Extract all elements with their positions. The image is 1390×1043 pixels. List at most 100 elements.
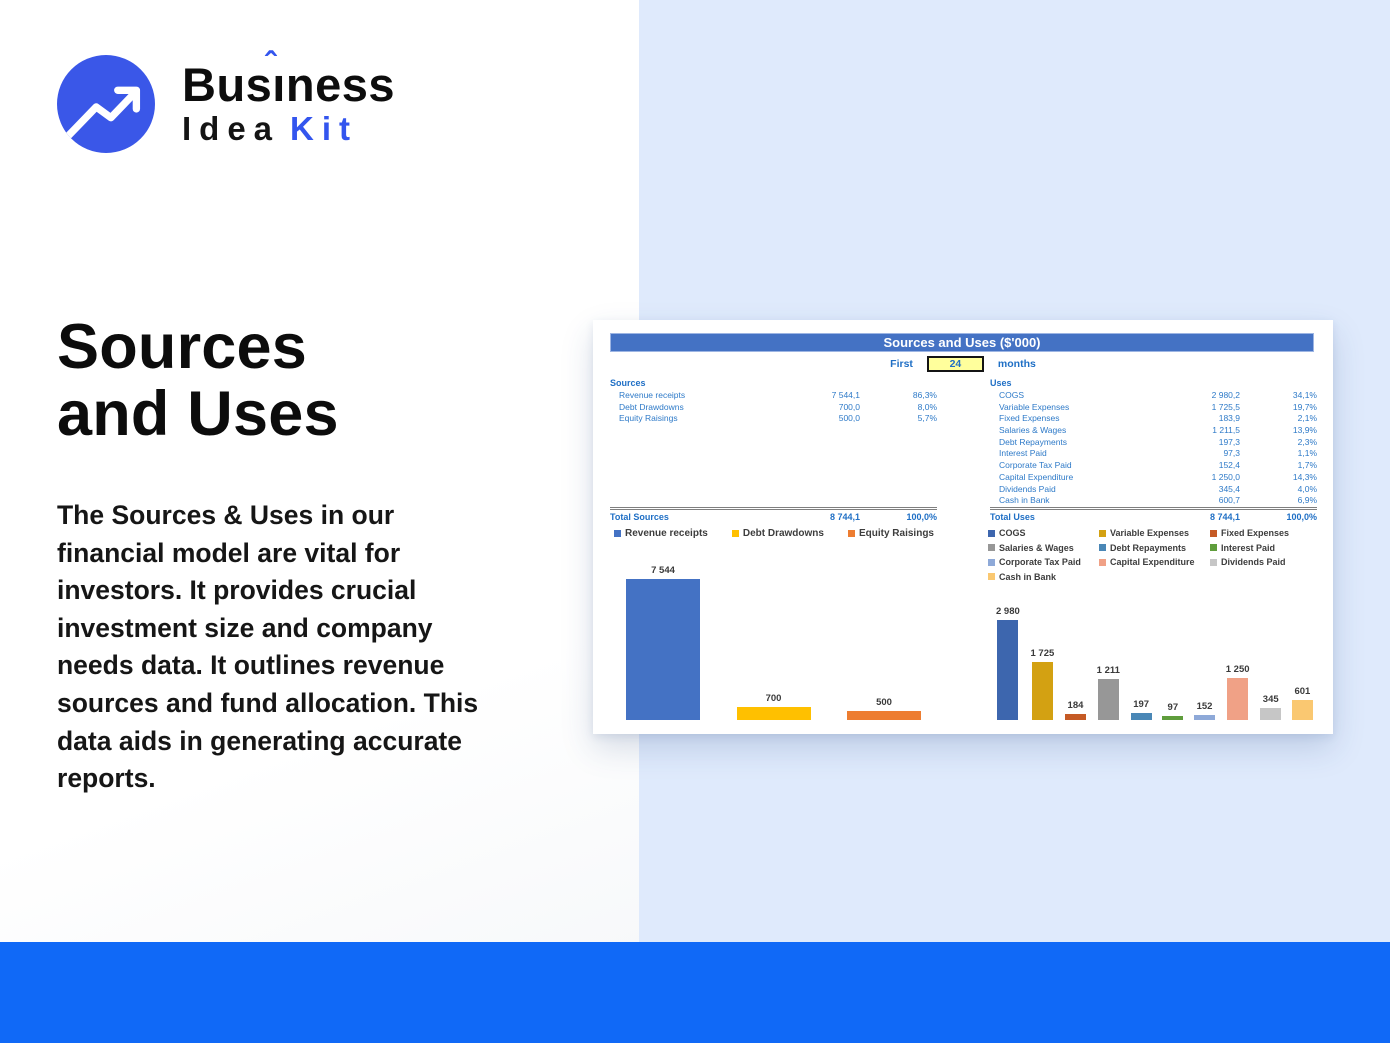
total-label: Total Sources xyxy=(610,512,669,522)
bar-value-label: 601 xyxy=(1294,686,1311,697)
row-pct: 1,7% xyxy=(1297,460,1317,471)
bar-item: 601 xyxy=(1291,686,1313,720)
bar-item: 97 xyxy=(1162,702,1184,720)
legend-swatch-icon xyxy=(1210,544,1217,551)
period-label-after: months xyxy=(997,358,1036,370)
row-label: Salaries & Wages xyxy=(999,425,1067,436)
bar-item: 1 250 xyxy=(1226,664,1250,720)
uses-table: Uses COGS 2 980,2 34,1% Variable Expenses 1 … xyxy=(990,377,1317,522)
bar-item: 500 xyxy=(847,697,921,720)
legend-swatch-icon xyxy=(1210,558,1217,566)
sources-table-total: Total Sources 8 744,1 100,0% xyxy=(610,507,937,522)
total-value: 8 744,1 xyxy=(1209,512,1240,522)
table-row: Revenue receipts 7 544,1 86,3% xyxy=(610,390,937,402)
bar xyxy=(1291,700,1313,720)
bar-value-label: 700 xyxy=(765,693,782,704)
legend-item: Equity Raisings xyxy=(847,528,934,539)
row-value: 7 544,1 xyxy=(831,390,860,400)
total-value: 8 744,1 xyxy=(829,512,860,522)
bar-item: 197 xyxy=(1130,699,1152,720)
row-label: Equity Raisings xyxy=(619,413,678,424)
legend-swatch-icon xyxy=(614,530,622,537)
legend-label: Salaries & Wages xyxy=(999,542,1074,553)
row-label: Capital Expenditure xyxy=(999,471,1074,482)
brand-line2: Idea Kit xyxy=(182,109,359,147)
logo-wordmark: Busı ˆ ness Idea Kit xyxy=(182,46,395,148)
row-pct: 14,3% xyxy=(1292,471,1317,482)
bar-value-label: 1 725 xyxy=(1030,648,1055,659)
legend-swatch-icon xyxy=(988,529,995,537)
table-row: Interest Paid 97,3 1,1% xyxy=(990,448,1317,460)
legend-label: Fixed Expenses xyxy=(1221,528,1290,538)
bar-value-label: 500 xyxy=(876,697,892,708)
bar-value-label: 7 544 xyxy=(651,565,675,576)
bar xyxy=(1162,716,1184,720)
bar-item: 184 xyxy=(1064,700,1086,720)
legend-swatch-icon xyxy=(988,558,995,566)
legend-label: COGS xyxy=(999,528,1026,538)
footer-bar xyxy=(0,942,1390,1043)
row-pct: 19,7% xyxy=(1292,401,1317,412)
bar-value-label: 2 980 xyxy=(996,606,1020,617)
uses-chart-plot: 2 980 1 725 184 1 211 197 97 152 1 250 345 601 xyxy=(988,606,1318,720)
row-value: 600,7 xyxy=(1218,495,1240,506)
logo-circle xyxy=(57,55,155,153)
bar-value-label: 197 xyxy=(1133,699,1150,710)
row-value: 1 211,5 xyxy=(1212,425,1240,436)
sources-bar-chart: Revenue receipts Debt Drawdowns Equity Rai… xyxy=(614,528,934,720)
row-value: 183,9 xyxy=(1218,413,1240,424)
legend-label: Interest Paid xyxy=(1221,542,1276,553)
legend-item: Debt Repayments xyxy=(1099,543,1210,553)
legend-item: Revenue receipts xyxy=(614,528,708,539)
row-label: Variable Expenses xyxy=(999,401,1070,412)
brand-logo[interactable]: Busı ˆ ness Idea Kit xyxy=(57,46,395,153)
bar-item: 1 725 xyxy=(1030,648,1054,720)
legend-swatch-icon xyxy=(988,544,995,551)
legend-swatch-icon xyxy=(731,530,739,537)
legend-item: Dividends Paid xyxy=(1210,557,1318,567)
row-value: 97,3 xyxy=(1223,448,1240,459)
table-row: Debt Repayments 197,3 2,3% xyxy=(990,437,1317,449)
legend-label: Variable Expenses xyxy=(1110,528,1190,538)
period-input[interactable]: 24 xyxy=(926,356,984,372)
row-label: Fixed Expenses xyxy=(999,413,1060,424)
legend-swatch-icon xyxy=(1099,558,1106,566)
bar xyxy=(1031,662,1053,720)
brand-line1: Busı ˆ ness xyxy=(182,46,395,111)
row-label: Interest Paid xyxy=(999,448,1047,459)
row-pct: 8,0% xyxy=(917,401,937,412)
row-value: 1 250,0 xyxy=(1211,471,1240,482)
legend-label: Equity Raisings xyxy=(858,528,934,539)
legend-item: Variable Expenses xyxy=(1099,528,1210,538)
bar-item: 2 980 xyxy=(996,606,1020,720)
uses-table-total: Total Uses 8 744,1 100,0% xyxy=(990,507,1317,522)
bar-item: 700 xyxy=(736,693,811,720)
row-pct: 86,3% xyxy=(912,390,937,400)
legend-item: Corporate Tax Paid xyxy=(988,557,1099,567)
total-pct: 100,0% xyxy=(1286,512,1317,522)
uses-table-header: Uses xyxy=(990,378,1012,388)
row-label: Revenue receipts xyxy=(619,390,686,400)
legend-item: COGS xyxy=(988,528,1099,538)
bar-value-label: 97 xyxy=(1167,702,1179,713)
legend-label: Debt Drawdowns xyxy=(742,528,824,539)
row-pct: 2,3% xyxy=(1297,436,1317,447)
row-pct: 4,0% xyxy=(1297,483,1317,494)
legend-label: Corporate Tax Paid xyxy=(999,557,1081,567)
legend-label: Cash in Bank xyxy=(999,571,1057,582)
tables-row: Sources Revenue receipts 7 544,1 86,3% Debt… xyxy=(610,377,1317,522)
row-pct: 6,9% xyxy=(1297,495,1317,506)
legend-item: Debt Drawdowns xyxy=(731,528,824,539)
row-value: 345,4 xyxy=(1218,483,1240,494)
sources-chart-plot: 7 544 700 500 xyxy=(618,565,930,720)
sheet-title: Sources and Uses ($'000) xyxy=(610,333,1314,352)
table-row: Salaries & Wages 1 211,5 13,9% xyxy=(990,425,1317,437)
page-description: The Sources & Uses in our financial mode… xyxy=(57,500,479,794)
legend-item: Salaries & Wages xyxy=(988,543,1099,553)
uses-bar-chart: COGS Variable Expenses Fixed Expenses Salar… xyxy=(988,528,1318,720)
bar-item: 152 xyxy=(1194,701,1216,720)
bar-value-label: 184 xyxy=(1067,700,1084,711)
bar xyxy=(1064,714,1086,720)
bar-item: 345 xyxy=(1260,694,1282,720)
bar xyxy=(1194,715,1216,720)
